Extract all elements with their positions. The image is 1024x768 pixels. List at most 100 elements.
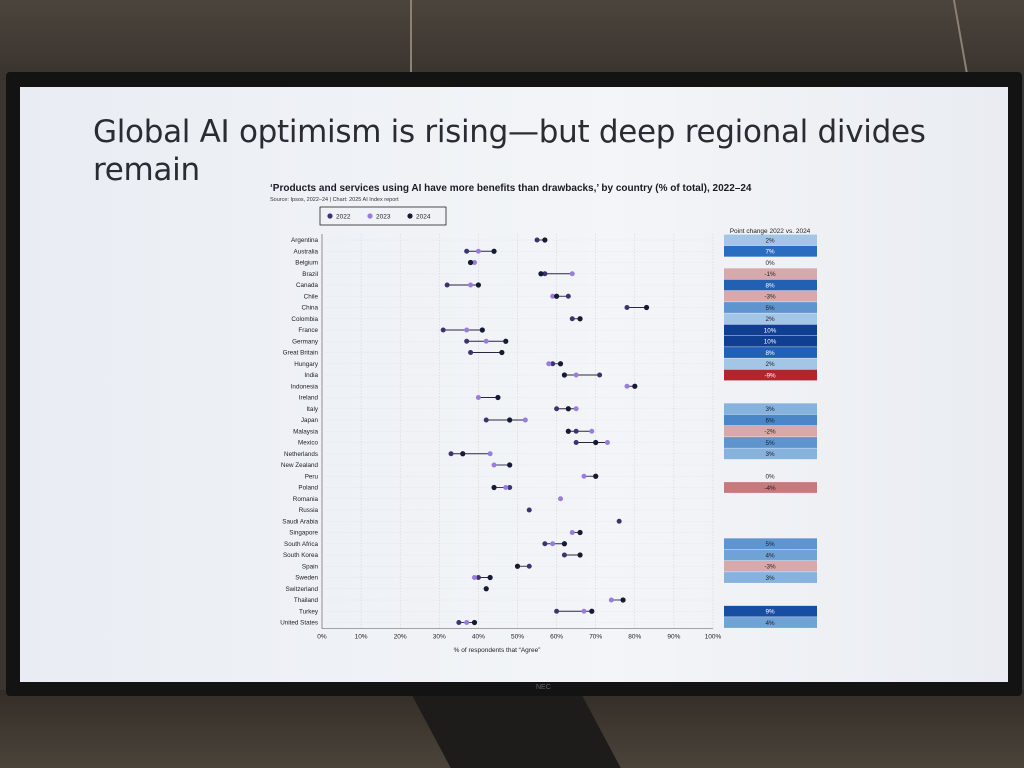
country-label: Spain	[302, 563, 319, 570]
ceiling-seam	[410, 0, 412, 80]
point-2024	[507, 417, 513, 423]
country-row: New Zealand	[281, 462, 713, 469]
country-row: Great Britain	[283, 350, 713, 357]
country-label: Italy	[306, 406, 318, 413]
point-2022	[534, 237, 540, 243]
point-2022	[542, 271, 548, 277]
point-change-bg	[724, 279, 817, 291]
country-row: Turkey	[299, 608, 713, 615]
country-row: India	[304, 372, 713, 379]
x-tick-label: 60%	[550, 634, 563, 641]
point-change-cell: -9%	[724, 369, 817, 381]
point-2023	[464, 620, 470, 625]
country-label: Mexico	[298, 440, 318, 447]
point-2024	[577, 552, 583, 558]
point-2023	[589, 428, 595, 434]
point-change-cell: 0%	[765, 474, 775, 481]
country-row: Belgium	[295, 260, 713, 267]
point-2023	[604, 440, 610, 445]
point-change-bg	[724, 560, 817, 572]
country-row: Sweden	[295, 575, 713, 582]
country-row: South Africa	[284, 541, 713, 548]
point-change-bg	[724, 347, 817, 358]
country-row: Germany	[292, 338, 713, 345]
point-change-bg	[724, 549, 817, 561]
country-row: Canada	[296, 282, 713, 289]
country-row: Peru	[305, 473, 713, 480]
point-2022	[444, 282, 450, 288]
country-label: Netherlands	[284, 451, 318, 458]
country-label: Japan	[301, 417, 319, 424]
point-change-value: 10%	[764, 339, 777, 346]
point-2023	[464, 327, 470, 333]
point-change-bg	[724, 437, 817, 448]
legend-marker-2022	[327, 213, 333, 219]
point-change-cell: 4%	[724, 549, 817, 561]
point-2023	[581, 473, 587, 479]
country-row: Thailand	[294, 597, 713, 604]
country-row: Switzerland	[285, 586, 713, 593]
point-change-bg	[724, 448, 817, 460]
point-2023	[569, 530, 575, 535]
country-label: Great Britain	[283, 350, 319, 357]
country-row: Australia	[294, 248, 713, 255]
point-2022	[526, 563, 532, 569]
point-2024	[565, 406, 571, 412]
country-row: Singapore	[289, 530, 713, 537]
point-2024	[503, 338, 509, 344]
country-row: Netherlands	[284, 451, 713, 458]
point-change-cell: 2%	[724, 313, 817, 325]
point-2022	[526, 507, 532, 513]
point-change-bg	[724, 268, 817, 280]
point-2022	[464, 338, 470, 344]
point-2023	[471, 260, 477, 265]
point-2023	[468, 282, 474, 288]
point-change-cell: 5%	[724, 538, 817, 550]
legend-label-2022: 2022	[336, 214, 351, 221]
point-2023	[550, 293, 556, 299]
country-row: Chile	[304, 293, 713, 300]
point-2023	[569, 271, 575, 277]
country-label: Switzerland	[285, 586, 318, 593]
legend-label-2023: 2023	[376, 214, 391, 221]
point-change-bg	[724, 403, 817, 415]
point-change-cell: 4%	[724, 617, 817, 628]
point-change-value: 10%	[764, 327, 777, 334]
country-label: India	[304, 372, 318, 379]
point-change-bg	[724, 358, 817, 370]
point-change-cell: -1%	[724, 268, 817, 280]
point-2024	[475, 282, 481, 288]
point-2024	[491, 248, 497, 254]
country-label: Ireland	[299, 395, 319, 402]
point-change-column: 2% 7% 0% -1% 8% -3% 5% 2% 10% 10% 8% 2% -9% 3% 6% -2% 5%…	[724, 234, 817, 628]
point-change-cell: 2%	[724, 234, 817, 246]
point-2023	[608, 597, 614, 603]
country-label: Turkey	[299, 608, 319, 615]
point-2024	[483, 586, 489, 592]
country-label: Indonesia	[291, 383, 319, 390]
point-2024	[471, 619, 478, 626]
point-change-cell: 0%	[765, 260, 775, 267]
point-2024	[577, 316, 583, 322]
country-label: South Africa	[284, 541, 318, 548]
chart-rows: Argentina Australia Belgium Brazil Canada Chi…	[280, 237, 713, 627]
country-label: United States	[280, 620, 318, 627]
country-label: Thailand	[294, 597, 319, 604]
display-brand: NEC	[536, 684, 551, 691]
country-row: China	[302, 305, 713, 312]
point-change-value: -4%	[764, 485, 776, 492]
point-change-bg	[724, 617, 817, 628]
point-change-value: -3%	[764, 294, 776, 301]
point-2024	[643, 304, 650, 311]
point-change-cell: 8%	[724, 347, 817, 358]
point-2023	[471, 575, 477, 580]
legend-marker-2024	[407, 213, 413, 219]
dumbbell-chart: ‘Products and services using AI have mor…	[270, 183, 817, 654]
x-tick-label: 40%	[472, 634, 485, 641]
point-change-value: -9%	[764, 372, 776, 379]
country-label: Hungary	[294, 361, 319, 368]
country-row: Italy	[306, 406, 713, 413]
point-2022	[554, 406, 560, 412]
country-label: Australia	[294, 248, 319, 255]
point-change-value: 4%	[765, 620, 775, 627]
